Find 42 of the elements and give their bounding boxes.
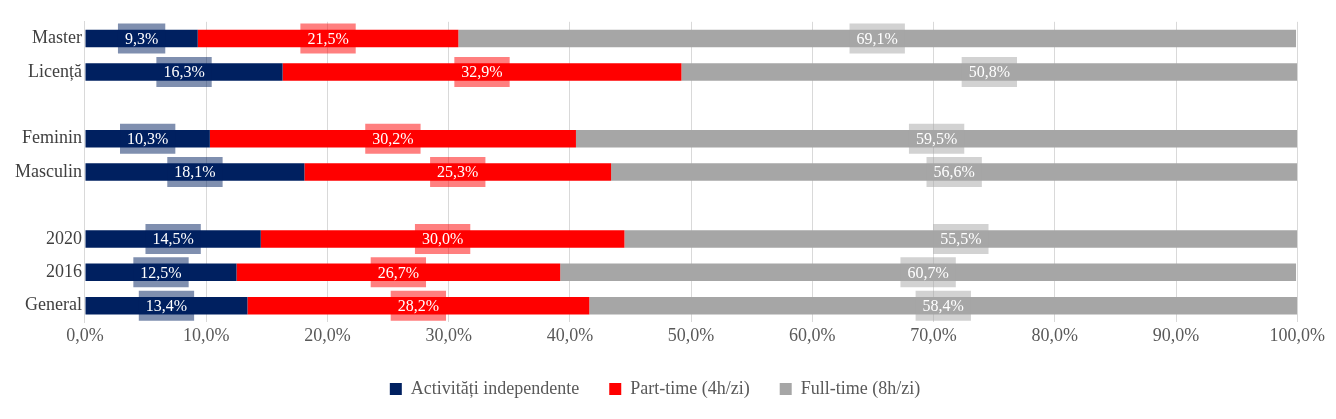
y-tick-label: Master	[32, 27, 82, 48]
y-tick-label: Feminin	[21, 127, 82, 148]
x-tick-label: 30,0%	[425, 324, 472, 345]
legend-label: Part-time (4h/zi)	[630, 377, 750, 399]
data-label: 13,4%	[145, 296, 188, 314]
x-tick-label: 40,0%	[546, 324, 594, 345]
data-label: 9,3%	[124, 29, 159, 47]
data-label: 18,1%	[174, 163, 216, 181]
data-label: 30,2%	[372, 129, 414, 147]
data-label: 60,7%	[907, 263, 949, 281]
x-tick-label: 20,0%	[304, 324, 351, 345]
x-tick-label: 10,0%	[182, 324, 230, 345]
y-tick-label: General	[25, 294, 82, 315]
data-label: 32,9%	[461, 63, 503, 81]
y-tick-label: Masculin	[14, 160, 82, 181]
x-tick-label: 60,0%	[789, 324, 836, 345]
data-label: 25,3%	[437, 163, 479, 181]
y-tick-label: Licență	[28, 60, 82, 81]
data-label: 12,5%	[140, 263, 182, 281]
data-label: 10,3%	[127, 129, 169, 147]
data-label: 14,5%	[152, 230, 194, 248]
data-label: 55,5%	[940, 230, 982, 248]
data-label: 26,7%	[377, 263, 420, 281]
y-tick-label: 2016	[45, 261, 82, 282]
y-tick-label: 2020	[45, 227, 82, 248]
data-label: 21,5%	[307, 29, 349, 47]
data-label: 28,2%	[397, 296, 440, 314]
data-label: 58,4%	[922, 296, 964, 314]
data-label: 56,6%	[933, 163, 975, 181]
x-tick-label: 70,0%	[910, 324, 957, 345]
x-tick-label: 100,0%	[1269, 324, 1325, 345]
x-tick-label: 80,0%	[1031, 324, 1079, 345]
data-label: 50,8%	[968, 63, 1010, 81]
data-label: 59,5%	[915, 129, 958, 147]
x-tick-label: 90,0%	[1152, 324, 1200, 345]
x-tick-label: 0,0%	[66, 324, 104, 345]
legend-label: Full-time (8h/zi)	[800, 377, 921, 399]
x-tick-label: 50,0%	[667, 324, 715, 345]
legend-label: Activități independente	[410, 377, 580, 398]
data-label: 30,0%	[421, 230, 464, 248]
data-label: 16,3%	[163, 63, 205, 81]
data-label: 69,1%	[856, 29, 898, 47]
